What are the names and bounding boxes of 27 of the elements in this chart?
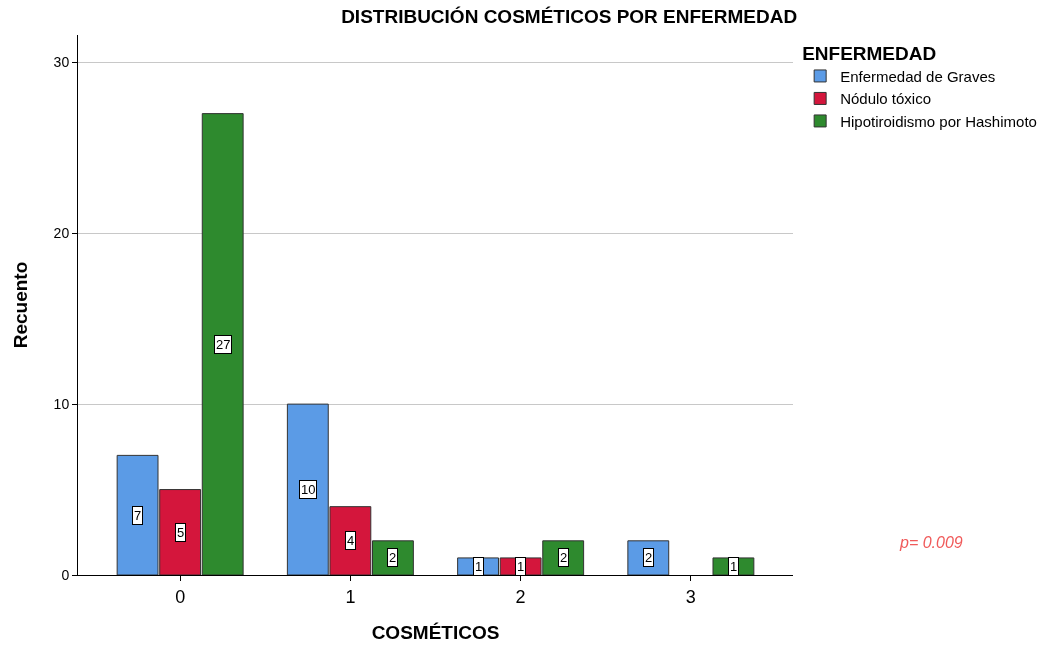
legend-label: Enfermedad de Graves — [840, 67, 996, 85]
data-label: 1 — [730, 559, 738, 574]
y-tick-label: 0 — [61, 566, 70, 583]
chart-title: DISTRIBUCIÓN COSMÉTICOS POR ENFERMEDAD — [341, 6, 798, 28]
data-label: 1 — [517, 559, 525, 574]
data-label: 7 — [134, 508, 142, 523]
y-axis-title: Recuento — [10, 261, 32, 349]
x-tick-label: 2 — [515, 586, 526, 607]
x-axis-title: COSMÉTICOS — [371, 622, 500, 644]
data-label: 2 — [645, 550, 653, 565]
data-label: 4 — [347, 533, 355, 548]
legend-label: Hipotiroidismo por Hashimoto — [840, 112, 1037, 130]
legend-title: ENFERMEDAD — [802, 42, 937, 64]
x-tick-label: 1 — [345, 586, 356, 607]
y-tick-label: 20 — [53, 225, 70, 242]
data-label: 27 — [216, 337, 231, 352]
legend-label: Nódulo tóxico — [840, 90, 932, 108]
y-tick-label: 30 — [53, 54, 70, 71]
data-label: 2 — [389, 550, 397, 565]
data-label: 5 — [177, 525, 185, 540]
x-tick-label: 0 — [175, 586, 186, 607]
x-tick-label: 3 — [685, 586, 696, 607]
data-label: 2 — [560, 550, 568, 565]
data-label: 1 — [475, 559, 483, 574]
y-tick-label: 10 — [53, 396, 70, 413]
text: p= 0.009 — [899, 534, 963, 551]
data-label: 10 — [301, 482, 316, 497]
